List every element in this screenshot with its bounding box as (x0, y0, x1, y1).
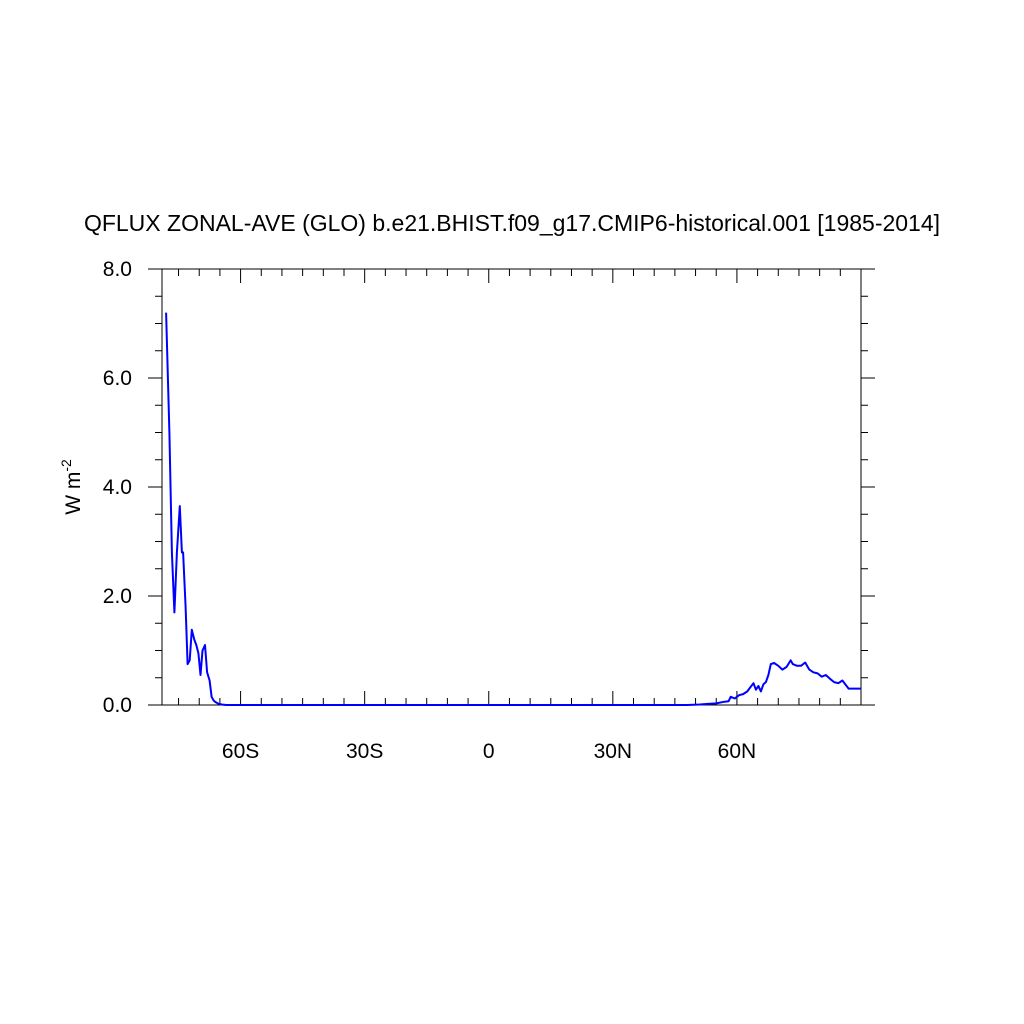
y-axis-label-exponent: -2 (58, 459, 74, 472)
x-tick-label: 60S (222, 740, 259, 763)
x-tick-label: 30N (594, 740, 633, 763)
x-tick-label: 0 (483, 740, 495, 763)
y-tick-label: 6.0 (103, 367, 132, 390)
y-axis-label-base: W m (62, 472, 85, 515)
plot-frame (161, 268, 862, 706)
x-axis: 60S 30S 0 30N 60N (178, 269, 862, 763)
y-tick-label: 8.0 (103, 258, 132, 281)
svg-text:W m-2: W m-2 (58, 459, 85, 515)
y-tick-label: 0.0 (103, 694, 132, 717)
series-layer (165, 312, 861, 706)
y-tick-label: 2.0 (103, 585, 132, 608)
x-tick-label: 60N (718, 740, 757, 763)
y-tick-label: 4.0 (103, 476, 132, 499)
y-axis-label: W m-2 (58, 459, 85, 515)
x-tick-label: 30S (346, 740, 383, 763)
y-axis: 0.0 2.0 4.0 6.0 8.0 (103, 258, 875, 717)
series-line (165, 312, 861, 706)
chart-title: QFLUX ZONAL-AVE (GLO) b.e21.BHIST.f09_g1… (84, 210, 940, 236)
